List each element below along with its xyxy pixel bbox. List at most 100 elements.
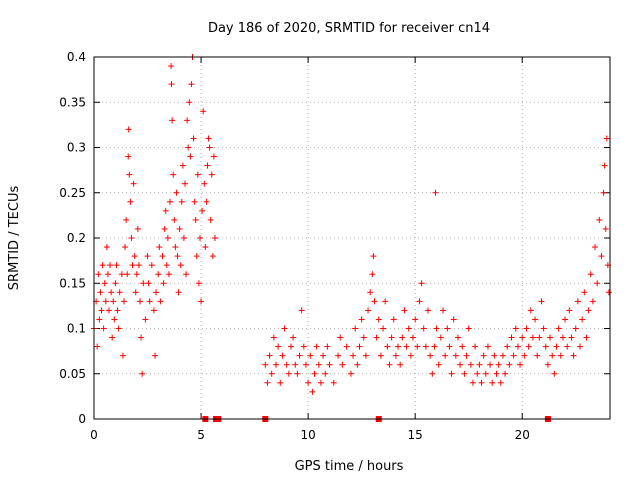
data-point [188, 81, 195, 88]
data-point [277, 379, 284, 386]
data-point [598, 253, 605, 260]
data-point [315, 361, 322, 368]
data-point [176, 225, 183, 232]
data-point [429, 370, 436, 377]
data-point [603, 135, 610, 142]
data-point [534, 352, 541, 359]
y-tick-label: 0.25 [59, 186, 86, 200]
data-point [370, 253, 377, 260]
data-point [452, 352, 459, 359]
data-point [107, 262, 114, 269]
data-point [146, 298, 153, 305]
data-point [119, 352, 126, 359]
data-point [292, 361, 299, 368]
data-point [439, 307, 446, 314]
data-point [484, 343, 491, 350]
data-point [472, 343, 479, 350]
data-point [126, 171, 133, 178]
data-point [120, 298, 127, 305]
data-point [605, 289, 612, 296]
data-point [549, 352, 556, 359]
data-point [290, 334, 297, 341]
y-tick-label: 0.35 [59, 95, 86, 109]
data-point [362, 352, 369, 359]
data-point [174, 253, 181, 260]
data-point [352, 325, 359, 332]
data-point [105, 307, 112, 314]
data-point [489, 379, 496, 386]
data-point [405, 325, 412, 332]
data-point [191, 198, 198, 205]
data-point [433, 325, 440, 332]
data-point [553, 343, 560, 350]
data-point [114, 307, 121, 314]
y-tick-label: 0.2 [67, 231, 86, 245]
data-point [463, 352, 470, 359]
data-point [581, 289, 588, 296]
data-point [324, 343, 331, 350]
data-point [350, 352, 357, 359]
x-tick-label: 0 [90, 428, 98, 442]
data-point [354, 361, 361, 368]
data-point [572, 325, 579, 332]
data-point [583, 334, 590, 341]
data-point [384, 343, 391, 350]
data-point [469, 379, 476, 386]
data-point [442, 352, 449, 359]
data-point [159, 253, 166, 260]
data-point [410, 334, 417, 341]
data-point [510, 352, 517, 359]
data-point [420, 325, 427, 332]
data-point [491, 352, 498, 359]
data-point [133, 271, 140, 278]
data-point [186, 99, 193, 106]
data-point [115, 325, 122, 332]
data-point [446, 343, 453, 350]
data-point [139, 370, 146, 377]
data-point [497, 379, 504, 386]
data-point [127, 198, 134, 205]
y-tick-label: 0 [78, 412, 86, 426]
data-point [175, 289, 182, 296]
data-point [311, 370, 318, 377]
data-point [302, 361, 309, 368]
data-point [521, 352, 528, 359]
data-point [388, 334, 395, 341]
data-point [101, 280, 108, 287]
x-tick-label: 10 [300, 428, 315, 442]
data-point [542, 343, 549, 350]
data-point [281, 325, 288, 332]
data-point [95, 271, 102, 278]
data-point [167, 198, 174, 205]
data-point [130, 180, 137, 187]
data-point [465, 325, 472, 332]
data-point [382, 298, 389, 305]
data-point [180, 235, 187, 241]
data-point [390, 316, 397, 323]
data-point [444, 325, 451, 332]
x-axis: 0 5 10 15 20 [90, 57, 530, 442]
data-point [205, 135, 212, 142]
data-point [335, 352, 342, 359]
data-point [564, 343, 571, 350]
data-point [99, 262, 106, 269]
data-point [170, 171, 177, 178]
data-point [111, 316, 118, 323]
data-point [264, 379, 271, 386]
x-axis-label: GPS time / hours [295, 459, 404, 474]
data-point [279, 352, 286, 359]
data-point [138, 334, 145, 341]
data-point [499, 352, 506, 359]
data-point [392, 352, 399, 359]
data-point [425, 307, 432, 314]
data-point [122, 244, 129, 251]
grid [94, 57, 610, 419]
data-point [145, 280, 152, 287]
data-point [594, 280, 601, 287]
data-point [118, 271, 125, 278]
data-point [519, 334, 526, 341]
data-point [160, 280, 167, 287]
data-point [270, 334, 277, 341]
data-point [272, 361, 279, 368]
data-point [523, 325, 530, 332]
